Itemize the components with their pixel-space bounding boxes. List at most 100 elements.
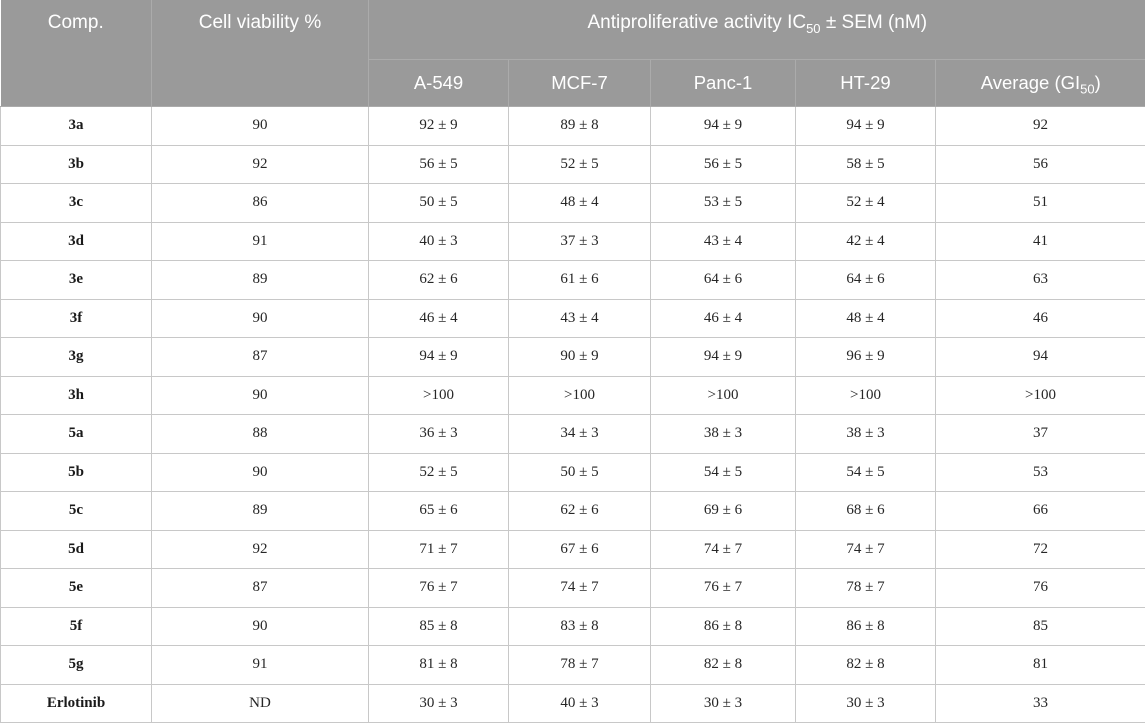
viability-cell: 92	[152, 145, 369, 184]
ic50-a549-cell: 65 ± 6	[369, 492, 509, 531]
ic50-a549-cell: 30 ± 3	[369, 684, 509, 723]
average-gi50-cell: 92	[936, 107, 1145, 146]
viability-cell: 88	[152, 415, 369, 454]
ic50-ht29-cell: 68 ± 6	[796, 492, 936, 531]
ic50-ht29-cell: 96 ± 9	[796, 338, 936, 377]
compound-cell: 5f	[1, 607, 152, 646]
ic50-a549-cell: 92 ± 9	[369, 107, 509, 146]
header-cell-viability: Cell viability %	[152, 0, 369, 107]
viability-cell: 89	[152, 492, 369, 531]
ic50-panc1-cell: 43 ± 4	[651, 222, 796, 261]
activity-title-text: Antiproliferative activity IC	[588, 12, 807, 33]
ic50-ht29-cell: 78 ± 7	[796, 569, 936, 608]
ic50-mcf7-cell: 74 ± 7	[509, 569, 651, 608]
compound-cell: 3f	[1, 299, 152, 338]
activity-title-subscript: 50	[806, 21, 820, 36]
compound-cell: 5c	[1, 492, 152, 531]
compound-cell: 3c	[1, 184, 152, 223]
average-gi50-cell: 63	[936, 261, 1145, 300]
average-subscript: 50	[1080, 82, 1094, 97]
ic50-panc1-cell: 30 ± 3	[651, 684, 796, 723]
ic50-mcf7-cell: 52 ± 5	[509, 145, 651, 184]
average-text: Average (GI	[981, 72, 1080, 93]
viability-cell: 90	[152, 607, 369, 646]
ic50-mcf7-cell: 90 ± 9	[509, 338, 651, 377]
viability-cell: 86	[152, 184, 369, 223]
average-gi50-cell: 72	[936, 530, 1145, 569]
average-gi50-cell: 85	[936, 607, 1145, 646]
ic50-panc1-cell: 56 ± 5	[651, 145, 796, 184]
ic50-panc1-cell: 64 ± 6	[651, 261, 796, 300]
viability-cell: 90	[152, 376, 369, 415]
average-suffix: )	[1095, 72, 1101, 93]
viability-cell: 87	[152, 569, 369, 608]
ic50-panc1-cell: 69 ± 6	[651, 492, 796, 531]
viability-cell: ND	[152, 684, 369, 723]
ic50-a549-cell: 71 ± 7	[369, 530, 509, 569]
ic50-ht29-cell: 86 ± 8	[796, 607, 936, 646]
average-gi50-cell: 51	[936, 184, 1145, 223]
ic50-a549-cell: >100	[369, 376, 509, 415]
ic50-a549-cell: 40 ± 3	[369, 222, 509, 261]
ic50-a549-cell: 62 ± 6	[369, 261, 509, 300]
header-a549: A-549	[369, 60, 509, 107]
ic50-mcf7-cell: 61 ± 6	[509, 261, 651, 300]
ic50-mcf7-cell: 78 ± 7	[509, 646, 651, 685]
ic50-ht29-cell: 42 ± 4	[796, 222, 936, 261]
viability-cell: 87	[152, 338, 369, 377]
ic50-mcf7-cell: 43 ± 4	[509, 299, 651, 338]
ic50-panc1-cell: 74 ± 7	[651, 530, 796, 569]
ic50-ht29-cell: 64 ± 6	[796, 261, 936, 300]
header-panc1: Panc-1	[651, 60, 796, 107]
activity-title-suffix: ± SEM (nM)	[821, 12, 928, 33]
ic50-a549-cell: 76 ± 7	[369, 569, 509, 608]
ic50-panc1-cell: 46 ± 4	[651, 299, 796, 338]
ic50-a549-cell: 36 ± 3	[369, 415, 509, 454]
ic50-panc1-cell: 86 ± 8	[651, 607, 796, 646]
ic50-mcf7-cell: 83 ± 8	[509, 607, 651, 646]
compound-cell: Erlotinib	[1, 684, 152, 723]
average-gi50-cell: 76	[936, 569, 1145, 608]
viability-cell: 90	[152, 453, 369, 492]
viability-cell: 91	[152, 646, 369, 685]
ic50-mcf7-cell: 50 ± 5	[509, 453, 651, 492]
header-mcf7: MCF-7	[509, 60, 651, 107]
ic50-panc1-cell: 94 ± 9	[651, 338, 796, 377]
table-header: Comp. Cell viability % Antiproliferative…	[1, 0, 1145, 107]
compound-cell: 3b	[1, 145, 152, 184]
header-ht29: HT-29	[796, 60, 936, 107]
header-row-main: Comp. Cell viability % Antiproliferative…	[1, 0, 1145, 60]
viability-cell: 89	[152, 261, 369, 300]
ic50-panc1-cell: 53 ± 5	[651, 184, 796, 223]
compound-cell: 3e	[1, 261, 152, 300]
average-gi50-cell: 33	[936, 684, 1145, 723]
ic50-mcf7-cell: >100	[509, 376, 651, 415]
average-gi50-cell: 46	[936, 299, 1145, 338]
ic50-a549-cell: 94 ± 9	[369, 338, 509, 377]
header-activity-title: Antiproliferative activity IC50 ± SEM (n…	[369, 0, 1145, 60]
ic50-mcf7-cell: 37 ± 3	[509, 222, 651, 261]
compound-cell: 5g	[1, 646, 152, 685]
header-average-gi50: Average (GI50)	[936, 60, 1145, 107]
viability-cell: 90	[152, 299, 369, 338]
average-gi50-cell: 56	[936, 145, 1145, 184]
ic50-mcf7-cell: 40 ± 3	[509, 684, 651, 723]
ic50-a549-cell: 56 ± 5	[369, 145, 509, 184]
ic50-mcf7-cell: 48 ± 4	[509, 184, 651, 223]
ic50-panc1-cell: 76 ± 7	[651, 569, 796, 608]
ic50-panc1-cell: 94 ± 9	[651, 107, 796, 146]
ic50-ht29-cell: 38 ± 3	[796, 415, 936, 454]
ic50-ht29-cell: 58 ± 5	[796, 145, 936, 184]
ic50-a549-cell: 50 ± 5	[369, 184, 509, 223]
compound-cell: 5a	[1, 415, 152, 454]
